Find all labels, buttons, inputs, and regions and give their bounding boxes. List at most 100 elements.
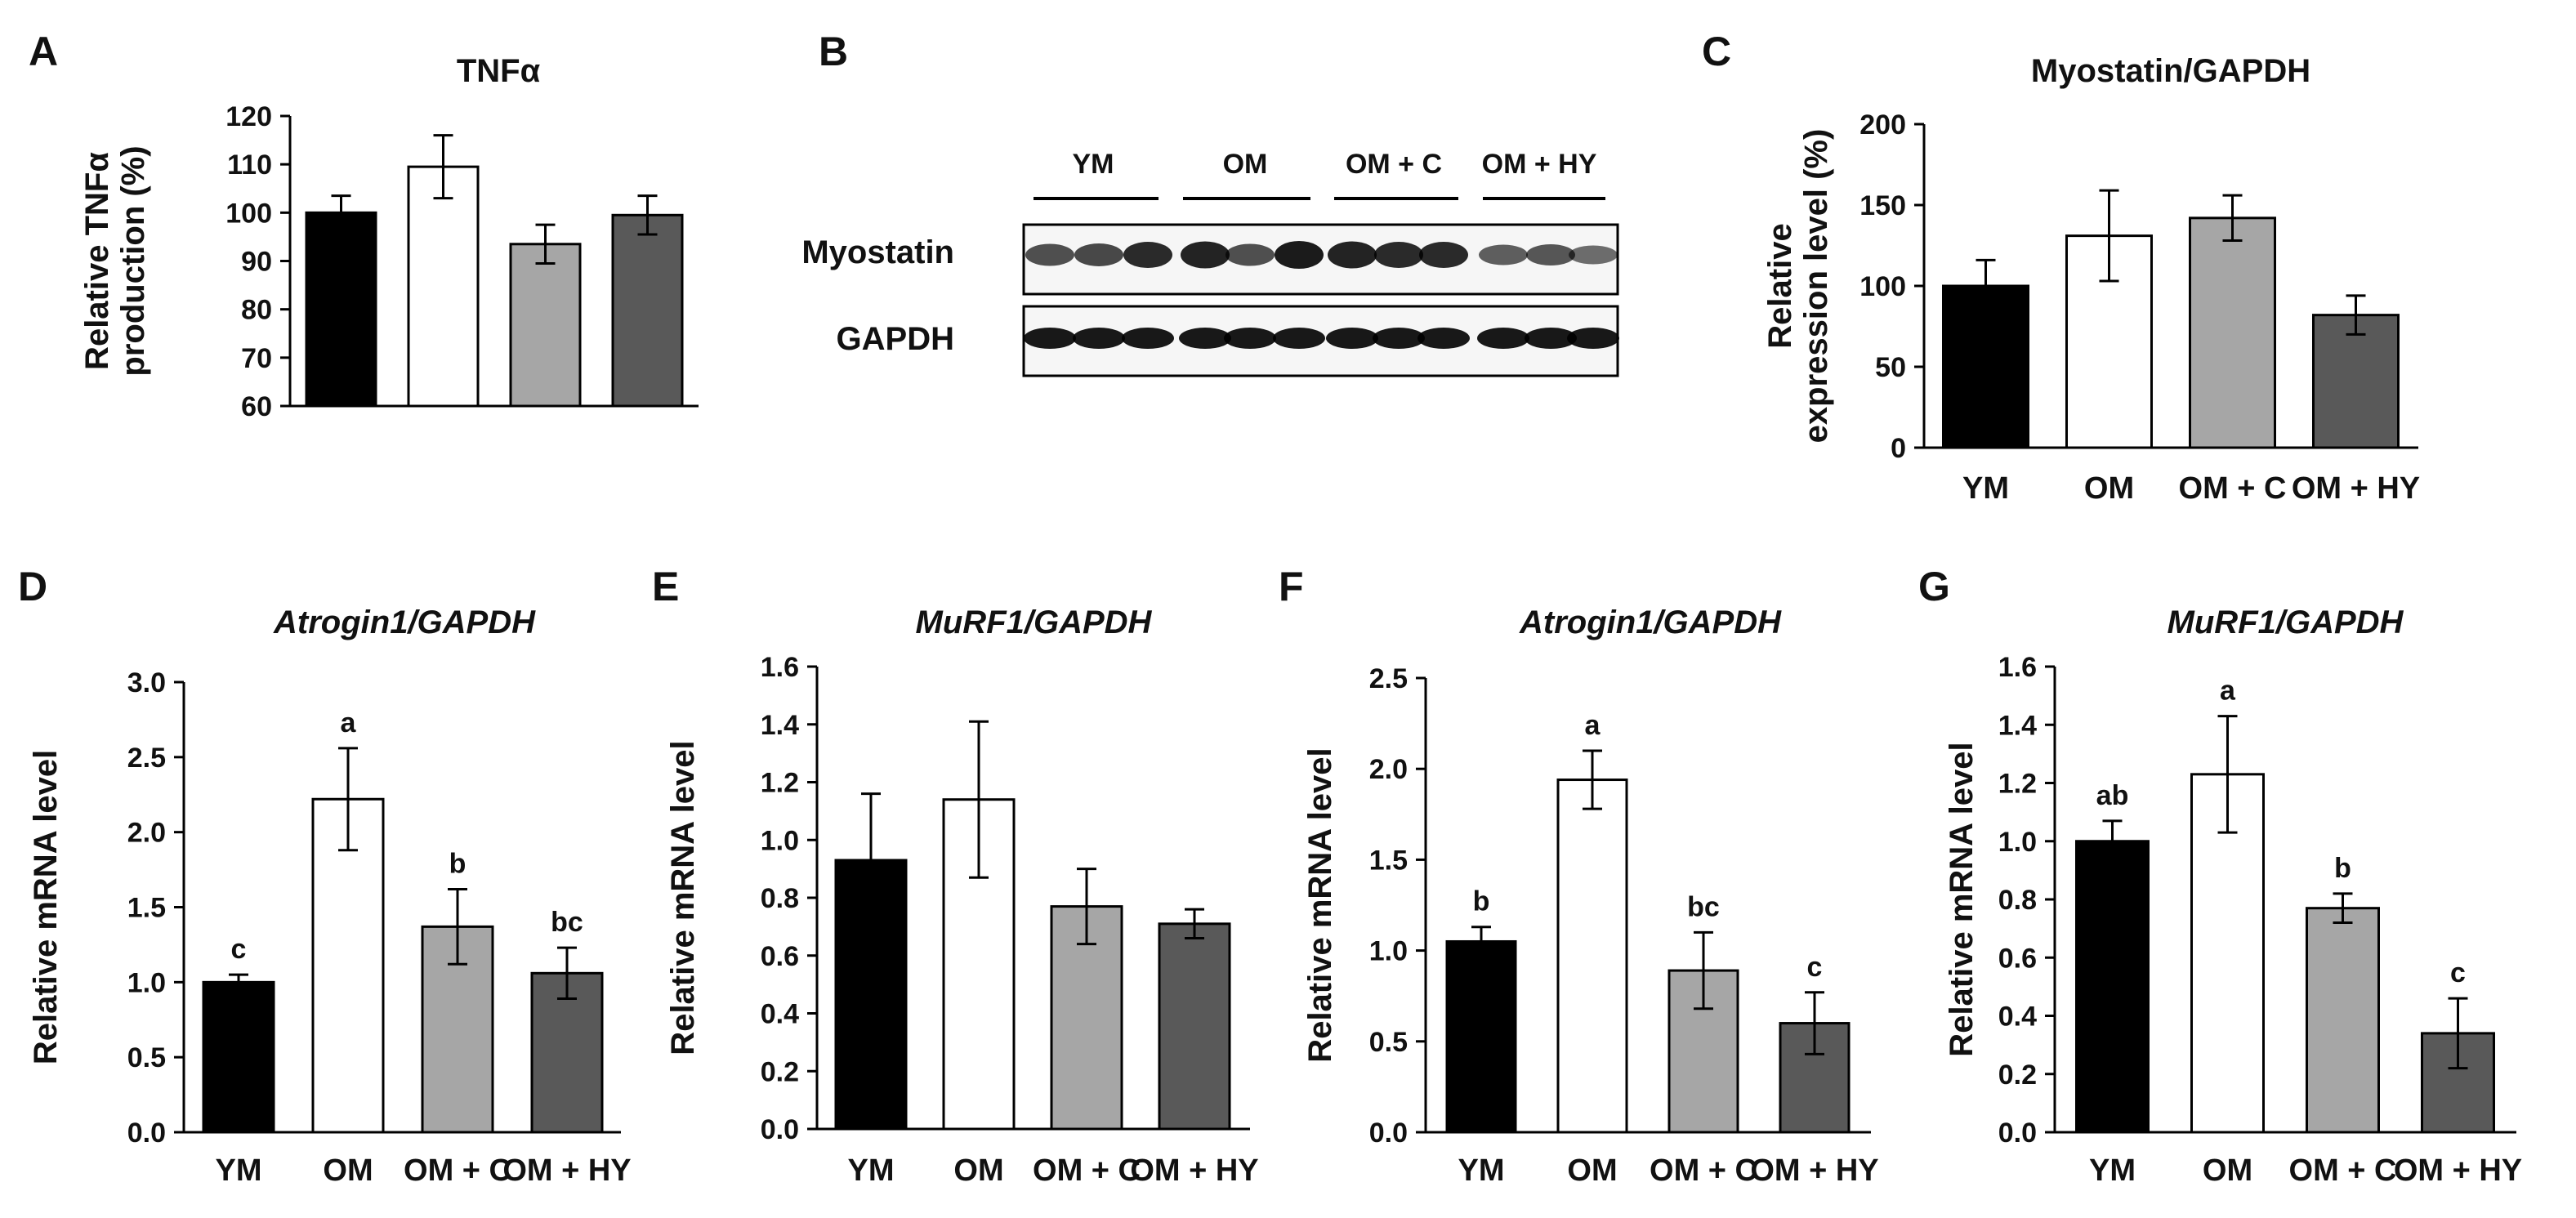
myostatin-bands	[1025, 241, 1618, 269]
y-tick-label: 0.6	[761, 941, 799, 972]
myostatin-band	[1123, 242, 1172, 268]
y-tick-label: 1.5	[127, 893, 166, 924]
panel-letter-c: C	[1702, 29, 1731, 74]
chart-title: TNFα	[457, 53, 541, 89]
chart-atrogin1-d: Atrogin1/GAPDH Relative mRNA level 0.0 0.5 1…	[28, 605, 632, 1188]
y-axis-label: Relative mRNA level	[665, 740, 701, 1055]
chart-tnfa: TNFα Relative TNFα production (%) 60 70 80 90 1…	[79, 53, 699, 422]
y-tick-label: 0.2	[761, 1056, 799, 1087]
significance-label: c	[1807, 952, 1823, 983]
y-tick-label: 1.4	[1998, 710, 2037, 741]
x-tick-label: YM	[848, 1153, 895, 1188]
y-tick-label: 1.0	[127, 967, 166, 998]
y-tick-label: 1.0	[761, 825, 799, 856]
y-axis-label: Relative TNFα	[79, 152, 115, 370]
chart-title: MuRF1/GAPDH	[916, 605, 1153, 640]
chart-myostatin-gapdh: Myostatin/GAPDH Relative expression level …	[1762, 53, 2420, 506]
significance-label: b	[449, 848, 467, 879]
bar-om-c	[2189, 216, 2276, 449]
y-axis-label: production (%)	[115, 145, 151, 376]
y-tick-label: 50	[1875, 352, 1906, 383]
x-tick-label: YM	[2089, 1153, 2136, 1188]
bar-om	[311, 797, 385, 1134]
y-tick-label: 2.0	[127, 818, 166, 849]
x-tick-label: OM + HY	[1130, 1153, 1258, 1188]
x-tick-label: OM + C	[1650, 1153, 1757, 1188]
chart-murf1-e: MuRF1/GAPDH Relative mRNA level 0.0 0.2 0.4 0…	[665, 605, 1259, 1188]
y-tick-label: 0.0	[761, 1114, 799, 1145]
y-tick-label: 150	[1859, 190, 1906, 221]
y-tick-label: 0.2	[1998, 1060, 2037, 1091]
chart-title: Atrogin1/GAPDH	[1519, 605, 1782, 640]
blot-row-label: GAPDH	[837, 321, 954, 357]
gapdh-band	[1224, 328, 1276, 349]
gapdh-band	[1326, 328, 1378, 349]
myostatin-band	[1569, 245, 1618, 265]
bar-ym	[305, 211, 377, 408]
y-tick-label: 0.6	[1998, 943, 2037, 974]
x-tick-label: OM	[953, 1153, 1003, 1188]
bar-ym	[202, 980, 275, 1134]
y-tick-label: 100	[225, 198, 272, 229]
blot-group-label: YM	[1073, 149, 1114, 180]
x-tick-label: YM	[1458, 1153, 1505, 1188]
gapdh-band	[1024, 328, 1076, 349]
gapdh-band	[1273, 328, 1325, 349]
panel-letter-g: G	[1918, 564, 1950, 609]
blot-group-label: OM + C	[1346, 149, 1442, 180]
y-tick-label: 1.2	[1998, 769, 2037, 800]
chart-murf1-g: MuRF1/GAPDH Relative mRNA level 0.0 0.2 0.4 0…	[1944, 605, 2522, 1188]
x-tick-label: OM + C	[1033, 1153, 1141, 1188]
y-tick-label: 1.0	[1998, 827, 2037, 858]
panel-letter-d: D	[18, 564, 47, 609]
y-tick-label: 200	[1859, 109, 1906, 141]
x-tick-label: OM	[2203, 1153, 2252, 1188]
bar-om-c	[509, 243, 582, 408]
bar-om	[407, 165, 480, 408]
y-tick-label: 90	[241, 247, 272, 278]
y-axis-label: expression level (%)	[1798, 129, 1834, 444]
y-axis-label: Relative mRNA level	[1302, 747, 1338, 1062]
y-tick-label: 0.8	[1998, 885, 2037, 916]
gapdh-band	[1073, 328, 1125, 349]
gapdh-band	[1179, 328, 1231, 349]
gapdh-band	[1477, 328, 1529, 349]
y-tick-label: 120	[225, 101, 272, 132]
bar-om-c	[2306, 907, 2380, 1134]
y-tick-label: 0.4	[1998, 1002, 2037, 1033]
x-tick-label: OM + HY	[2394, 1153, 2522, 1188]
significance-label: ab	[2096, 780, 2129, 811]
y-tick-label: 1.6	[761, 652, 799, 683]
myostatin-band	[1181, 241, 1230, 269]
panel-letter-e: E	[652, 564, 679, 609]
blot-row-label: Myostatin	[801, 234, 954, 270]
y-tick-label: 0	[1891, 433, 1906, 464]
y-tick-label: 1.2	[761, 768, 799, 799]
chart-title: MuRF1/GAPDH	[2168, 605, 2404, 640]
y-tick-label: 0.4	[761, 999, 799, 1030]
y-tick-label: 0.8	[761, 883, 799, 914]
x-tick-label: OM + HY	[2292, 471, 2420, 506]
y-tick-label: 0.0	[1998, 1118, 2037, 1149]
panel-letter-a: A	[29, 29, 58, 74]
x-tick-label: OM + C	[2179, 471, 2287, 506]
chart-atrogin1-f: Atrogin1/GAPDH Relative mRNA level 0.0 0.5 1…	[1302, 605, 1879, 1188]
blot-group-label: OM + HY	[1482, 149, 1597, 180]
bar-om-hy	[1779, 1022, 1851, 1134]
significance-label: a	[341, 707, 357, 738]
x-tick-label: OM + C	[2289, 1153, 2397, 1188]
myostatin-band	[1479, 244, 1528, 265]
y-tick-label: 2.5	[1369, 663, 1408, 694]
significance-label: c	[2450, 957, 2466, 988]
chart-title: Atrogin1/GAPDH	[273, 605, 536, 640]
y-tick-label: 1.6	[1998, 652, 2037, 683]
y-tick-label: 3.0	[127, 667, 166, 698]
gapdh-band	[1525, 328, 1577, 349]
bar-om-hy	[1158, 922, 1231, 1131]
blot-group-label: OM	[1223, 149, 1268, 180]
y-tick-label: 80	[241, 295, 272, 326]
y-tick-label: 0.5	[1369, 1027, 1408, 1058]
significance-label: b	[2334, 853, 2351, 884]
y-axis-label: Relative mRNA level	[28, 750, 64, 1064]
significance-label: b	[1473, 886, 1490, 917]
